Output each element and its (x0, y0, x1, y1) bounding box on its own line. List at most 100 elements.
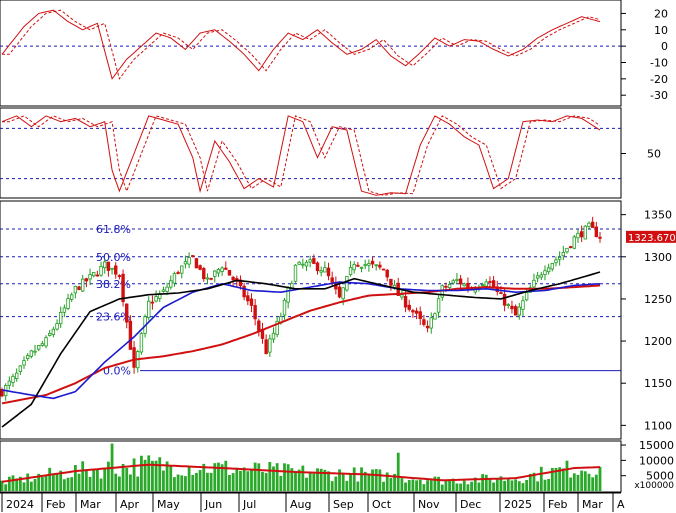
candle-body (422, 319, 426, 325)
volume-bar (224, 460, 228, 491)
fib-label-0: 61.8% (96, 223, 131, 236)
volume-bar (62, 479, 66, 491)
volume-ma-line (1, 463, 601, 483)
volume-bar (275, 463, 279, 491)
volume-bar (294, 470, 297, 491)
candle-body (301, 263, 305, 266)
volume-bar (22, 482, 26, 491)
x-tick-label-6: Jul (242, 498, 256, 511)
volume-bar (239, 470, 242, 491)
price-panel (0, 200, 622, 440)
volume-bar (572, 473, 576, 491)
candle-body (385, 269, 389, 278)
volume-bar (228, 474, 231, 491)
x-tick-label-12: 2025 (504, 498, 532, 511)
osc-mid-tick-label-0: 50 (647, 148, 661, 161)
vol-tick-label-2: 5000 (646, 470, 674, 483)
candle-body (191, 255, 195, 257)
volume-bar (558, 467, 562, 491)
x-tick-label-0: 2024 (6, 498, 34, 511)
volume-bar (378, 469, 382, 491)
candle-body (209, 277, 213, 280)
fib-label-2: 38.2% (96, 278, 131, 291)
volume-bar (187, 466, 191, 491)
ma-black-line (1, 271, 601, 428)
volume-bar (444, 480, 448, 491)
candle-body (539, 274, 544, 278)
volume-bar (268, 461, 272, 491)
candle-body (216, 268, 221, 274)
volume-bar (70, 477, 74, 491)
candle-body (557, 256, 562, 260)
osc-top-tick-label-1: 10 (654, 24, 668, 37)
volume-bar (286, 464, 290, 491)
candle-body (381, 268, 386, 271)
candle-body (590, 221, 595, 228)
osc-top-tick-label-3: -10 (650, 56, 668, 69)
volume-bar (569, 477, 573, 491)
volume-bar (308, 472, 312, 491)
volume-bar (176, 474, 180, 491)
candle-body (546, 267, 551, 273)
volume-bar (554, 467, 558, 491)
candle-body (183, 261, 188, 265)
candle-body (70, 294, 74, 300)
volume-bar (235, 467, 239, 491)
volume-bar (15, 478, 19, 491)
fib-label-3: 23.6% (96, 311, 131, 324)
candle-body (572, 236, 577, 249)
volume-bar (532, 472, 536, 491)
volume-bar (330, 481, 334, 491)
volume-bar (411, 479, 415, 491)
candle-body (568, 246, 573, 248)
volume-bar (195, 472, 198, 491)
candle-body (125, 303, 129, 323)
volume-bar (154, 460, 158, 491)
candle-body (40, 343, 45, 346)
candle-body (92, 272, 96, 277)
last-price-label: 1323.670 (628, 233, 676, 244)
osc-top-tick-label-0: 20 (654, 7, 668, 20)
candle-body (374, 264, 378, 267)
candle-body (323, 267, 327, 273)
candle-body (293, 264, 298, 282)
candle-body (7, 380, 12, 386)
last-price-tag (626, 230, 676, 243)
volume-bar (352, 467, 356, 491)
volume-bar (81, 461, 85, 491)
candle-body (488, 281, 492, 283)
candle-body (356, 264, 360, 267)
volume-bar (11, 475, 15, 491)
candle-body (103, 261, 107, 269)
candle-body (22, 360, 26, 366)
candle-body (326, 267, 331, 277)
candle-body (73, 285, 78, 294)
volume-bar (374, 469, 378, 491)
volume-bar (257, 463, 261, 491)
candle-body (462, 283, 466, 287)
price-tick-label-3: 1250 (644, 293, 672, 306)
volume-bar (594, 474, 598, 491)
volume-bar (29, 481, 33, 491)
candle-body (429, 317, 433, 329)
candle-body (535, 275, 540, 279)
candle-body (180, 265, 184, 274)
osc-mid-signal-line (2, 115, 601, 196)
candle-body (169, 280, 173, 288)
volume-bar (59, 470, 63, 491)
candle-body (51, 328, 56, 335)
candle-body (458, 278, 463, 285)
candle-body (598, 236, 602, 239)
volume-panel (0, 440, 622, 493)
volume-bar (426, 480, 429, 491)
candle-body (594, 226, 599, 238)
x-tick-label-7: Aug (290, 498, 311, 511)
volume-bar (503, 480, 507, 491)
volume-bar (514, 479, 518, 491)
volume-bar (217, 462, 220, 491)
volume-bar (448, 479, 451, 491)
volume-bar (198, 470, 202, 491)
volume-bar (455, 483, 459, 491)
volume-bar (382, 481, 385, 491)
candle-body (161, 289, 166, 292)
